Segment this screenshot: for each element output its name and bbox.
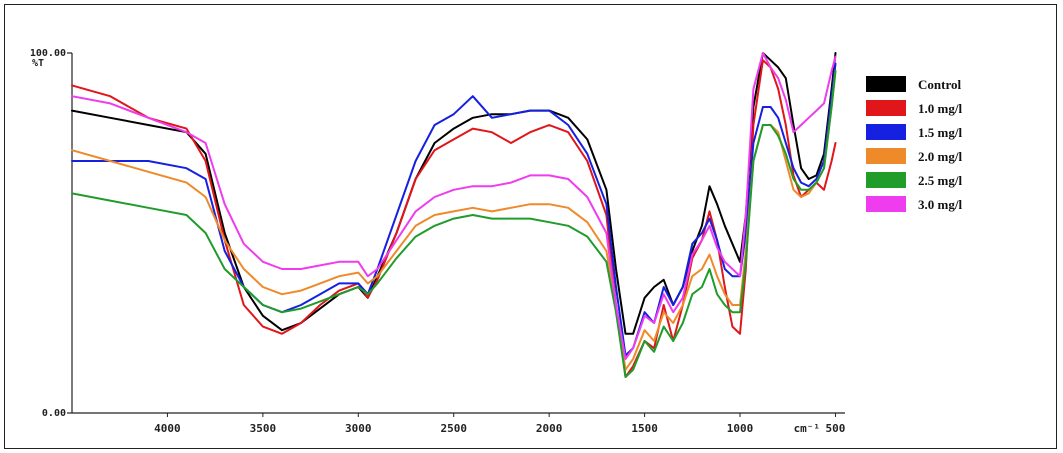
chart-legend: Control 1.0 mg/l 1.5 mg/l 2.0 mg/l 2.5 mg/l 3… [866, 76, 962, 212]
series-line-1 [71, 52, 837, 335]
x-axis-unit-label: cm⁻¹ [794, 422, 821, 435]
legend-swatch-1 [866, 76, 906, 92]
legend-swatch-3 [866, 124, 906, 140]
y-max-label: 100.00 [30, 48, 66, 59]
series-line-3 [71, 62, 837, 357]
series-line-6 [71, 52, 837, 360]
legend-swatch-6 [866, 196, 906, 212]
legend-swatch-4 [866, 148, 906, 164]
series-line-4 [71, 70, 837, 371]
legend-label-3: 1.5 mg/l [918, 125, 962, 140]
x-tick-label: 2000 [536, 422, 563, 435]
x-tick-label: 2500 [440, 422, 467, 435]
y-axis-unit-label: %T [32, 58, 44, 69]
x-tick-label: 1500 [631, 422, 658, 435]
x-tick-label: 4000 [154, 422, 181, 435]
legend-label-1: Control [918, 77, 961, 92]
spectrum-lines [71, 52, 837, 378]
legend-label-6: 3.0 mg/l [918, 197, 962, 212]
legend-swatch-5 [866, 172, 906, 188]
series-line-5 [71, 70, 837, 378]
legend-label-4: 2.0 mg/l [918, 149, 962, 164]
x-tick-label: 500 [826, 422, 846, 435]
legend-label-2: 1.0 mg/l [918, 101, 962, 116]
legend-label-5: 2.5 mg/l [918, 173, 962, 188]
x-axis-ticks: 4000 3500 3000 2500 2000 1500 1000 500 cm⁻¹ [154, 413, 845, 435]
y-min-label: 0.00 [42, 408, 66, 419]
x-tick-label: 1000 [727, 422, 754, 435]
chart-axes: 100.00%T 0.00 [30, 48, 845, 419]
legend-swatch-2 [866, 100, 906, 116]
x-tick-label: 3500 [250, 422, 277, 435]
x-tick-label: 3000 [345, 422, 372, 435]
